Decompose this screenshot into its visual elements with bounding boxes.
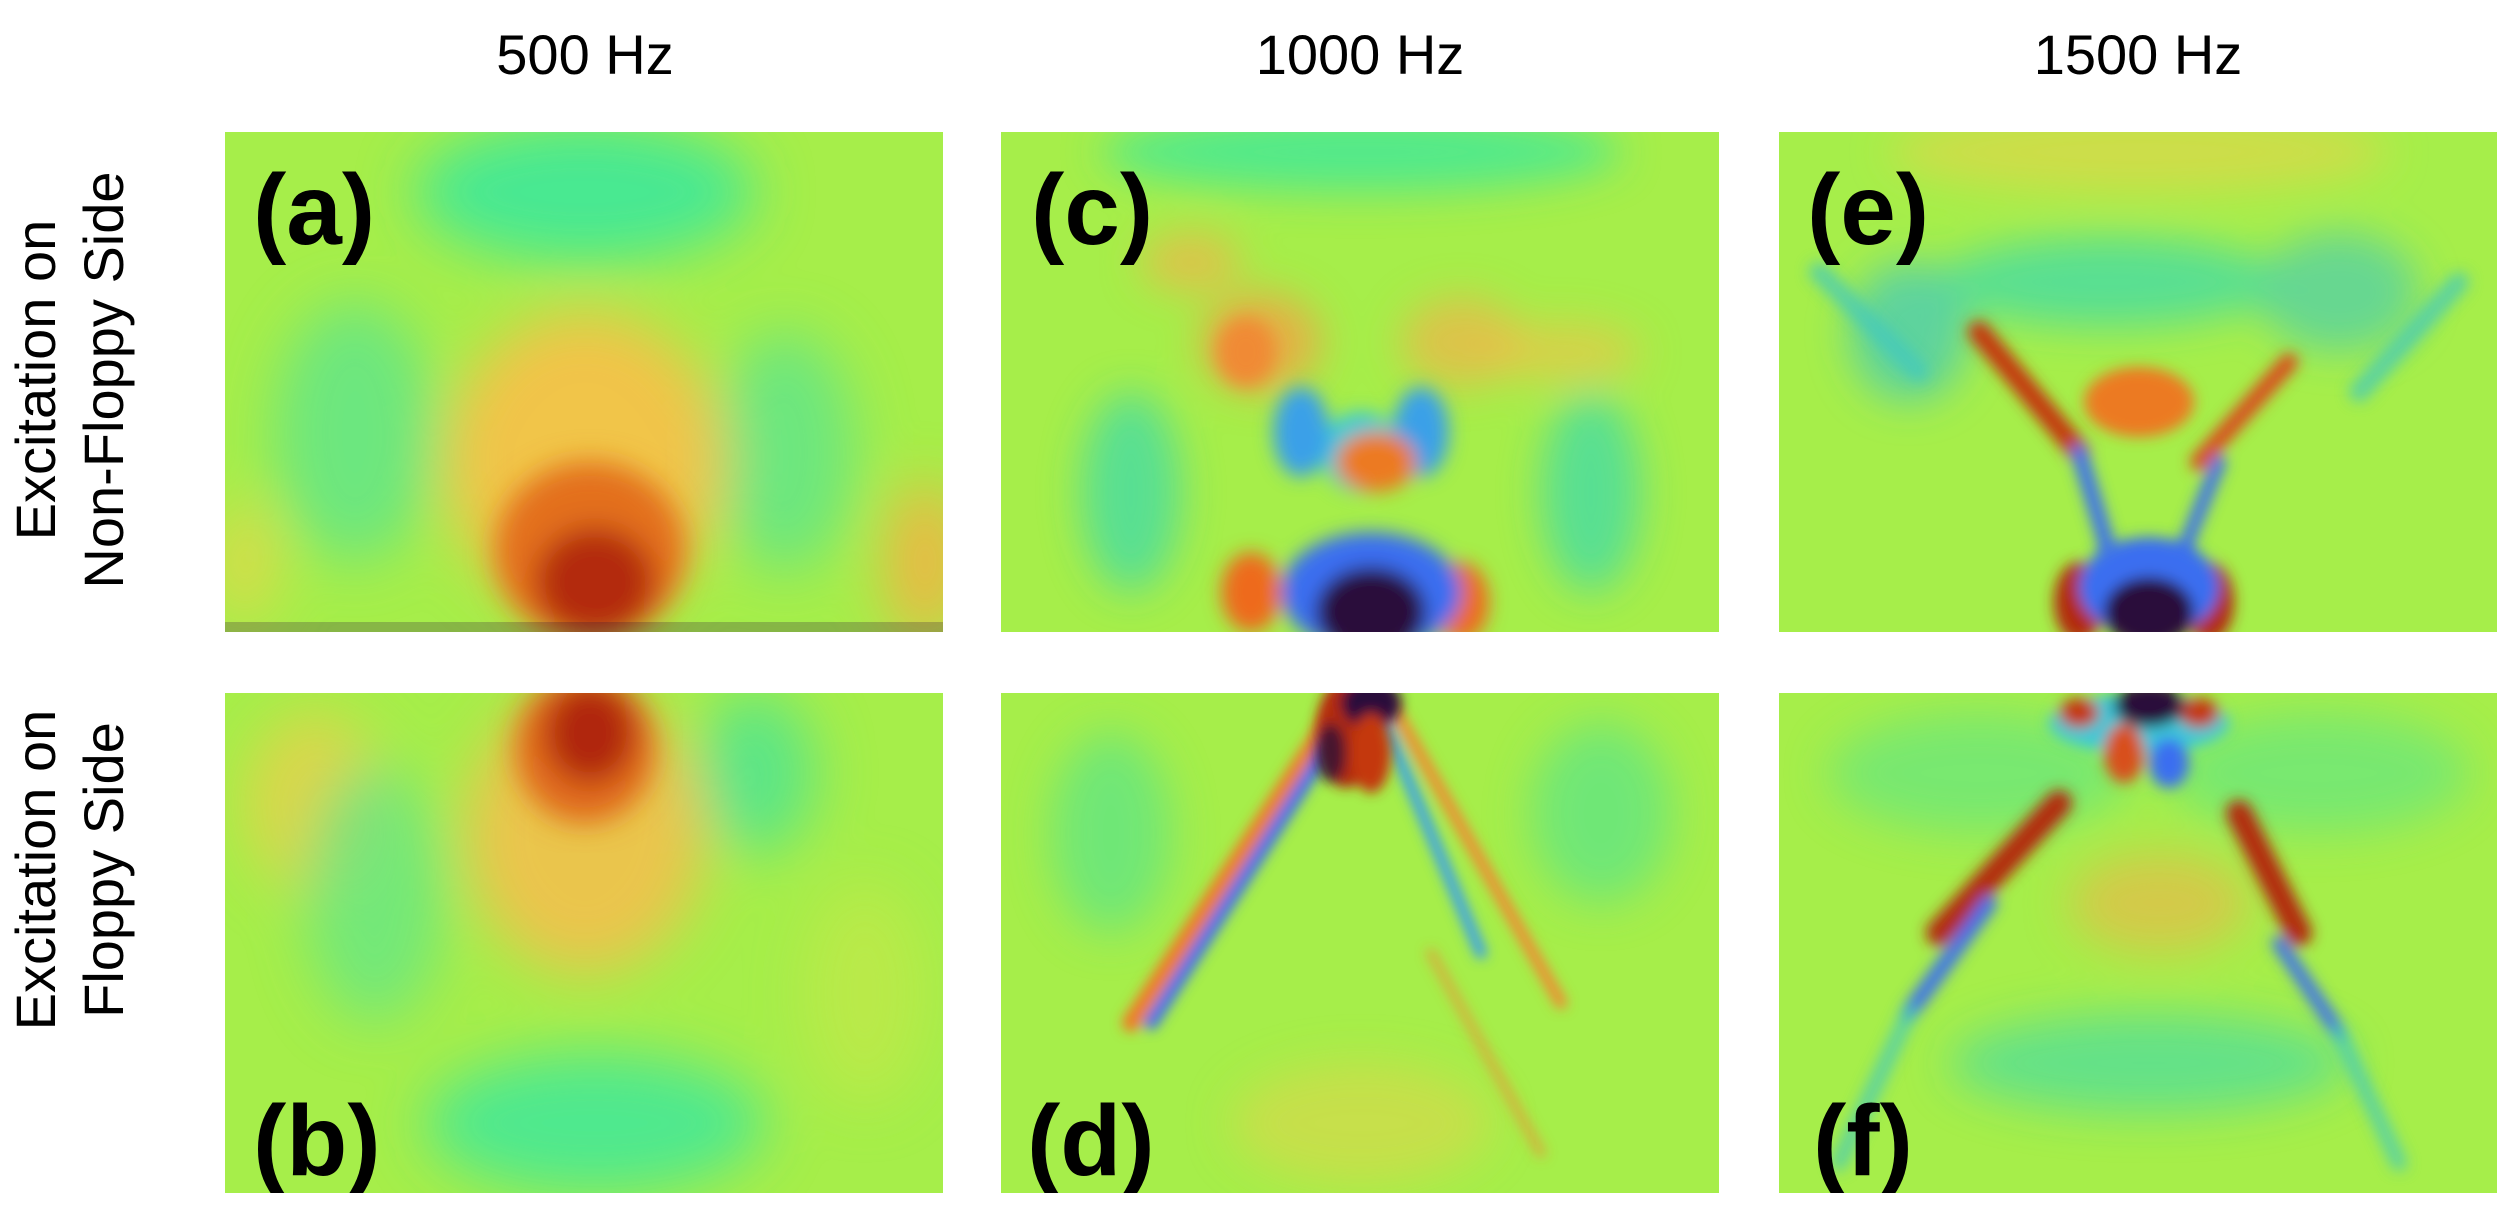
field-map-f	[1779, 693, 2497, 1193]
panel-label-f: (f)	[1813, 1085, 1913, 1193]
panel-label-b: (b)	[253, 1085, 381, 1193]
row-title-non-floppy: Excitation on Non-Floppy Side	[0, 100, 140, 660]
row-title-floppy: Excitation on Floppy Side	[0, 590, 140, 1150]
row-title-non-floppy-line2: Non-Floppy Side	[72, 171, 135, 589]
panel-label-d: (d)	[1027, 1085, 1155, 1193]
row-title-non-floppy-line1: Excitation on	[4, 219, 67, 541]
field-map-b	[225, 693, 943, 1193]
field-map-c	[1001, 132, 1719, 632]
panel-label-e: (e)	[1807, 154, 1930, 266]
panel-b: (b)	[225, 693, 943, 1193]
field-map-e	[1779, 132, 2497, 632]
column-title-1500hz: 1500 Hz	[2033, 23, 2243, 86]
column-title-500hz: 500 Hz	[496, 23, 674, 86]
row-title-floppy-line2: Floppy Side	[72, 722, 135, 1018]
panel-c: (c)	[1001, 132, 1719, 632]
panel-label-c: (c)	[1031, 154, 1154, 266]
field-map-a	[225, 132, 943, 632]
panel-f: (f)	[1779, 693, 2497, 1193]
panel-d: (d)	[1001, 693, 1719, 1193]
row-title-floppy-line1: Excitation on	[4, 709, 67, 1031]
field-map-d	[1001, 693, 1719, 1193]
panel-e: (e)	[1779, 132, 2497, 632]
panel-label-a: (a)	[253, 154, 376, 266]
panel-a: (a)	[225, 132, 943, 632]
column-title-1000hz: 1000 Hz	[1255, 23, 1465, 86]
